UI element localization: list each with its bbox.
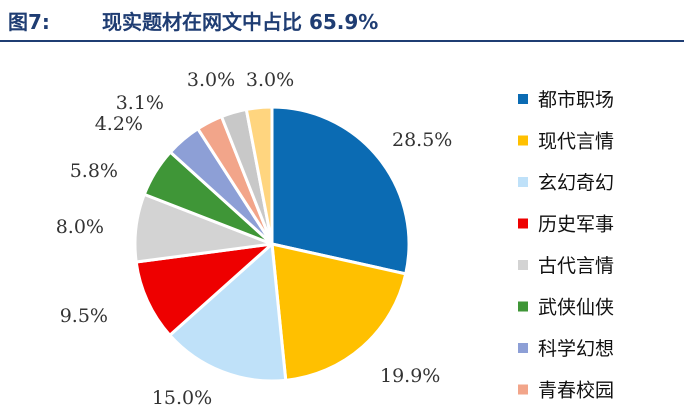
figure-label: 图7: [8,10,50,34]
legend-swatch [518,135,528,146]
pie-slices [133,105,411,383]
slice-percent-label: 3.0% [246,69,294,91]
pie-labels: 28.5% 19.9% 15.0% 9.5% 8.0% 5.8% 4.2%3.1% 3.0% 3… [56,69,453,409]
slice-percent-label: 4.2% [95,113,143,135]
legend-swatch [518,177,528,187]
slice-percent-label: 5.8% [70,160,118,182]
pie-slice [270,105,411,276]
legend-swatch [518,343,528,353]
legend-label: 玄幻奇幻 [538,172,614,194]
slice-percent-label: 19.9% [380,365,440,387]
legend-label: 现代言情 [538,131,614,153]
legend-label: 科学幻想 [538,338,614,360]
legend-swatch [518,301,528,312]
legend-label: 青春校园 [538,380,614,402]
legend-label: 都市职场 [538,89,614,111]
legend-swatch [518,260,528,270]
legend-label: 古代言情 [538,255,614,277]
pie-slice [244,105,274,246]
chart-title: 现实题材在网文中占比 65.9% [102,10,379,34]
slice-percent-label: 9.5% [60,305,108,327]
slice-percent-label: 3.1% [116,92,164,114]
legend-label: 武侠仙侠 [538,297,614,319]
legend-swatch [518,384,528,395]
pie-slice [270,242,408,382]
pie-slice [134,242,274,337]
title-divider [0,40,684,42]
legend-swatch [518,218,528,229]
slice-percent-label: 28.5% [392,129,452,151]
figure-header: 图7: 现实题材在网文中占比 65.9% [0,0,684,42]
legend-swatch [518,94,528,104]
slice-percent-label: 3.0% [187,69,235,91]
pie-slice [168,242,288,383]
slice-percent-label: 15.0% [152,387,212,409]
legend-label: 历史军事 [538,214,614,236]
slice-percent-label: 8.0% [56,216,104,238]
